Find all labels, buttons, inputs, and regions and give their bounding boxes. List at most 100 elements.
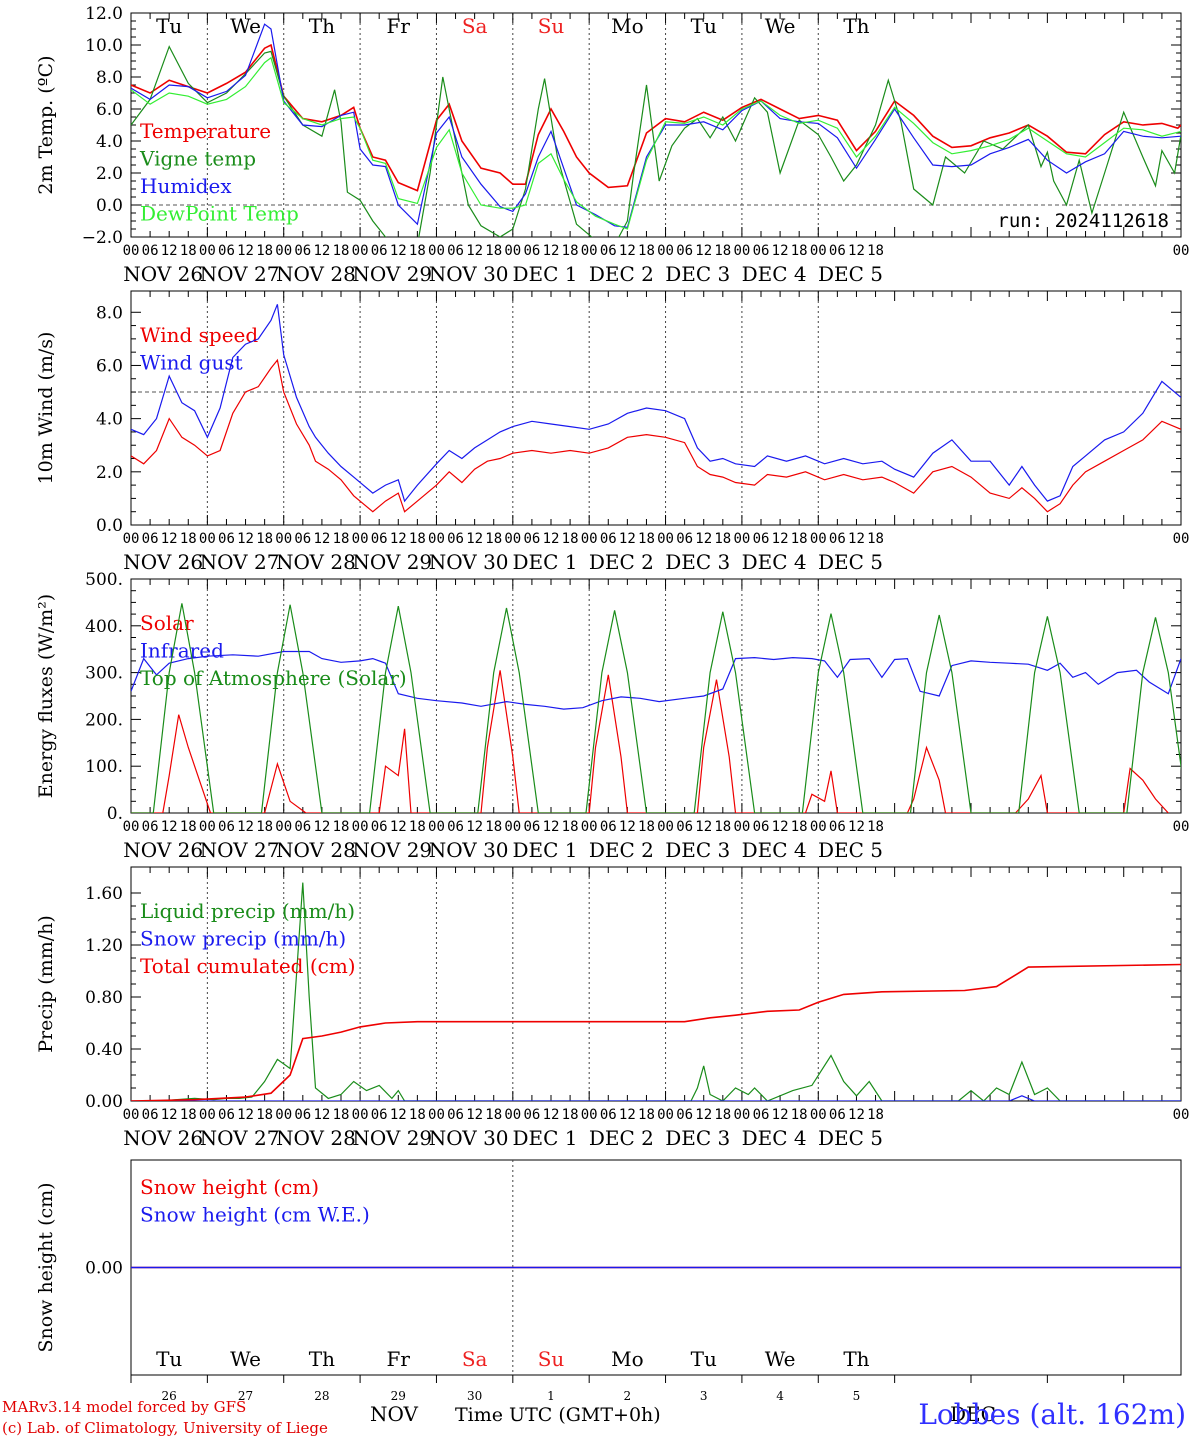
hour-label: 06 bbox=[371, 1107, 388, 1123]
hour-label: 00 bbox=[199, 531, 216, 547]
hour-label: 00 bbox=[123, 243, 140, 259]
y-tick-label: 300. bbox=[85, 664, 123, 684]
hour-label: 18 bbox=[409, 531, 426, 547]
hour-label: 06 bbox=[676, 243, 693, 259]
hour-label: 06 bbox=[142, 531, 159, 547]
day-number: 4 bbox=[776, 1389, 784, 1403]
y-axis-label: Precip (mm/h) bbox=[35, 915, 57, 1053]
hour-label: 18 bbox=[562, 243, 579, 259]
hour-label: 00 bbox=[657, 531, 674, 547]
hour-label: 00 bbox=[733, 819, 750, 835]
station-name: Lobbes (alt. 162m) bbox=[918, 1398, 1186, 1431]
y-tick-label: 2.0 bbox=[96, 463, 123, 483]
y-tick-label: 100. bbox=[85, 757, 123, 777]
hour-label: 12 bbox=[313, 1107, 330, 1123]
hour-label: 12 bbox=[543, 1107, 560, 1123]
date-label: NOV 30 bbox=[429, 838, 509, 862]
day-number: 5 bbox=[853, 1389, 861, 1403]
hour-label: 00 bbox=[275, 1107, 292, 1123]
hour-label: 00 bbox=[352, 1107, 369, 1123]
hour-label: 00 bbox=[352, 531, 369, 547]
hour-label: 06 bbox=[829, 243, 846, 259]
hour-label: 12 bbox=[619, 819, 636, 835]
hour-label: 12 bbox=[772, 1107, 789, 1123]
panel-frame-2 bbox=[130, 290, 1182, 526]
hour-label: 00 bbox=[581, 531, 598, 547]
hour-label: 06 bbox=[753, 243, 770, 259]
date-label: NOV 26 bbox=[123, 838, 203, 862]
hour-label: 00 bbox=[1173, 1107, 1190, 1123]
hour-label: 00 bbox=[1173, 819, 1190, 835]
hour-label: 06 bbox=[294, 1107, 311, 1123]
hour-label: 18 bbox=[485, 531, 502, 547]
date-label: NOV 27 bbox=[200, 838, 280, 862]
hour-label: 18 bbox=[714, 819, 731, 835]
legend-entry: Vigne temp bbox=[139, 147, 256, 171]
day-number: 26 bbox=[162, 1389, 177, 1403]
day-number: 28 bbox=[314, 1389, 329, 1403]
series-line-wind-speed bbox=[131, 358, 1181, 513]
hour-label: 12 bbox=[313, 819, 330, 835]
hour-label: 06 bbox=[447, 819, 464, 835]
weekday-label: Mo bbox=[611, 14, 644, 38]
legend-entry: Liquid precip (mm/h) bbox=[140, 899, 355, 923]
legend-entry: Snow height (cm) bbox=[140, 1175, 319, 1199]
hour-label: 18 bbox=[791, 1107, 808, 1123]
date-label: DEC 3 bbox=[665, 1126, 730, 1150]
date-label: DEC 5 bbox=[818, 550, 883, 574]
hour-label: 12 bbox=[695, 1107, 712, 1123]
day-number: 27 bbox=[238, 1389, 253, 1403]
y-tick-label: 200. bbox=[85, 710, 123, 730]
hour-label: 00 bbox=[1173, 531, 1190, 547]
hour-label: 12 bbox=[237, 243, 254, 259]
date-label: NOV 29 bbox=[352, 262, 432, 286]
weekday-label: Tu bbox=[156, 1347, 182, 1371]
hour-label: 06 bbox=[523, 243, 540, 259]
hour-label: 06 bbox=[753, 531, 770, 547]
hour-label: 06 bbox=[218, 243, 235, 259]
hour-label: 00 bbox=[810, 1107, 827, 1123]
hour-label: 06 bbox=[371, 531, 388, 547]
hour-label: 18 bbox=[180, 1107, 197, 1123]
hour-label: 00 bbox=[504, 243, 521, 259]
legend-entry: Top of Atmosphere (Solar) bbox=[140, 666, 407, 690]
hour-label: 00 bbox=[810, 819, 827, 835]
hour-label: 06 bbox=[523, 1107, 540, 1123]
hour-label: 06 bbox=[600, 531, 617, 547]
hour-label: 12 bbox=[237, 531, 254, 547]
hour-label: 06 bbox=[294, 819, 311, 835]
hour-label: 12 bbox=[772, 531, 789, 547]
lab-credit: (c) Lab. of Climatology, University of L… bbox=[2, 1419, 328, 1437]
date-label: NOV 27 bbox=[200, 1126, 280, 1150]
y-tick-label: 1.60 bbox=[85, 884, 123, 904]
hour-label: 00 bbox=[504, 1107, 521, 1123]
hour-label: 12 bbox=[313, 243, 330, 259]
date-label: DEC 1 bbox=[512, 550, 577, 574]
hour-label: 12 bbox=[848, 1107, 865, 1123]
date-label: DEC 4 bbox=[742, 838, 807, 862]
weekday-label: We bbox=[230, 1347, 261, 1371]
series-line-infrared bbox=[131, 650, 1181, 710]
series-line-solar bbox=[131, 670, 1169, 813]
hour-label: 18 bbox=[256, 819, 273, 835]
y-tick-label: 0.0 bbox=[96, 196, 123, 216]
hour-label: 12 bbox=[848, 243, 865, 259]
hour-label: 18 bbox=[791, 243, 808, 259]
weekday-label: Sa bbox=[462, 1347, 488, 1371]
hour-label: 00 bbox=[657, 819, 674, 835]
hour-label: 12 bbox=[466, 1107, 483, 1123]
weekday-label: Sa bbox=[462, 14, 488, 38]
hour-label: 00 bbox=[199, 819, 216, 835]
hour-label: 18 bbox=[867, 1107, 884, 1123]
hour-label: 12 bbox=[466, 819, 483, 835]
hour-label: 18 bbox=[256, 531, 273, 547]
y-tick-label: 10.0 bbox=[85, 36, 123, 56]
month-nov-label: NOV bbox=[370, 1402, 418, 1426]
hour-label: 18 bbox=[180, 531, 197, 547]
date-label: DEC 5 bbox=[818, 1126, 883, 1150]
legend-entry: Total cumulated (cm) bbox=[140, 954, 356, 978]
y-tick-label: 1.20 bbox=[85, 936, 123, 956]
hour-label: 00 bbox=[428, 531, 445, 547]
hour-label: 00 bbox=[199, 1107, 216, 1123]
date-label: NOV 28 bbox=[276, 550, 356, 574]
